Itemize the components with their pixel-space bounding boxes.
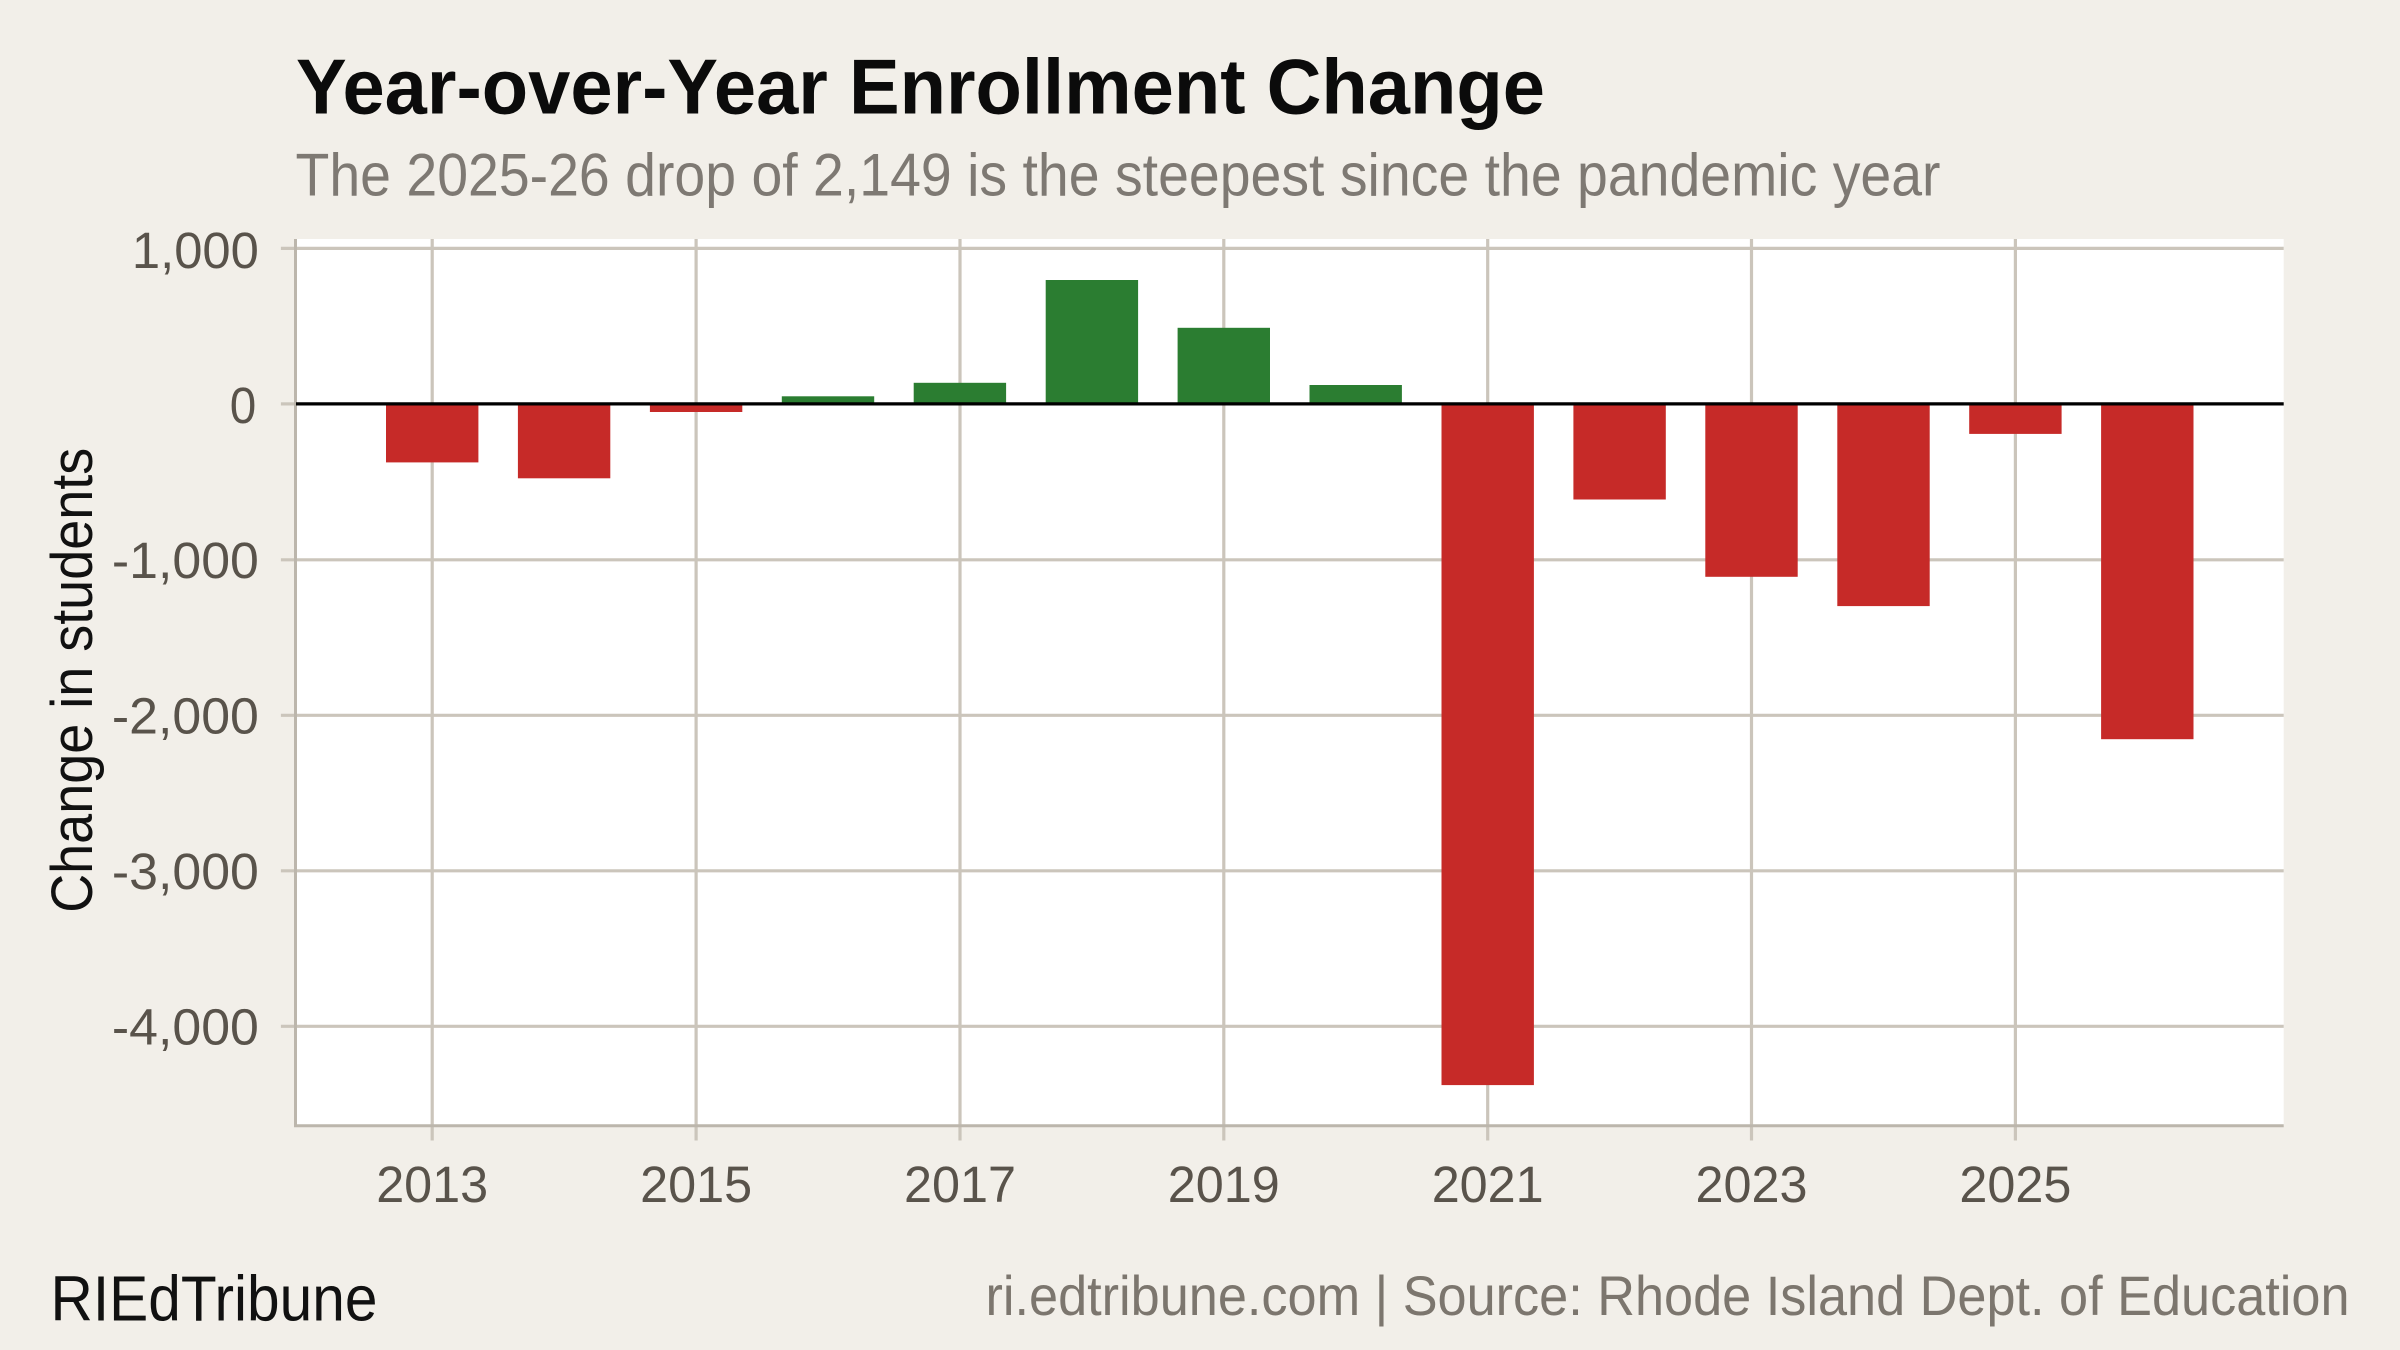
svg-text:2013: 2013 <box>376 1155 488 1213</box>
svg-text:RIEdTribune: RIEdTribune <box>51 1263 378 1335</box>
svg-text:The 2025-26 drop of 2,149 is t: The 2025-26 drop of 2,149 is the steepes… <box>296 141 1941 208</box>
svg-text:2017: 2017 <box>904 1155 1016 1213</box>
svg-text:1,000: 1,000 <box>132 221 259 279</box>
svg-text:2019: 2019 <box>1168 1155 1280 1213</box>
svg-text:-4,000: -4,000 <box>112 997 259 1055</box>
svg-text:2015: 2015 <box>640 1155 752 1213</box>
svg-text:0: 0 <box>230 376 257 434</box>
svg-text:Change in students: Change in students <box>40 448 105 913</box>
svg-text:-1,000: -1,000 <box>112 531 259 589</box>
svg-text:ri.edtribune.com | Source: Rho: ri.edtribune.com | Source: Rhode Island … <box>986 1264 2350 1327</box>
svg-text:2025: 2025 <box>1959 1155 2071 1213</box>
svg-text:-2,000: -2,000 <box>112 686 259 744</box>
svg-text:-3,000: -3,000 <box>112 842 259 900</box>
svg-text:Year-over-Year Enrollment Chan: Year-over-Year Enrollment Change <box>296 45 1545 131</box>
svg-text:2023: 2023 <box>1696 1155 1808 1213</box>
svg-text:2021: 2021 <box>1432 1155 1544 1213</box>
